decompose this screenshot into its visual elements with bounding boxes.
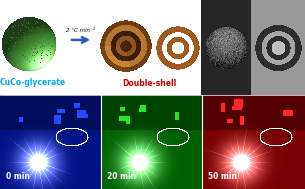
- Text: CuCo-glycerate: CuCo-glycerate: [0, 78, 66, 87]
- Text: 2 °C min⁻¹: 2 °C min⁻¹: [66, 28, 95, 33]
- Text: 20 min: 20 min: [107, 172, 136, 181]
- Text: Double-shell: Double-shell: [122, 79, 176, 88]
- Text: 50 min: 50 min: [208, 172, 237, 181]
- Text: 0 min: 0 min: [6, 172, 30, 181]
